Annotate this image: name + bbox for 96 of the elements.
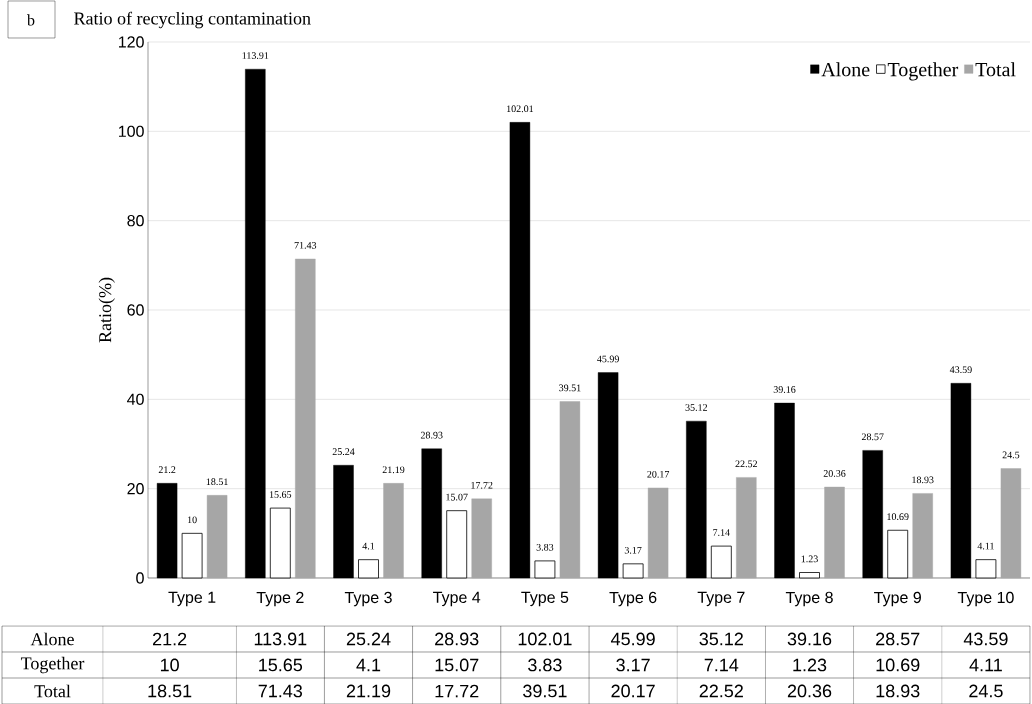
data-label: 4.11 <box>969 658 1002 672</box>
data-label: 39.16 <box>787 632 832 646</box>
data-label: 24.5 <box>969 684 1003 698</box>
bar <box>824 486 845 579</box>
bar <box>736 477 757 579</box>
y-tick-label: 0 <box>136 572 144 584</box>
x-tick-label: Type 1 <box>168 591 216 607</box>
text: 3.83 <box>536 543 554 551</box>
data-label: 18.51 <box>148 684 192 698</box>
y-tick-label: 40 <box>127 393 144 405</box>
text: 3.17 <box>624 546 642 554</box>
bar <box>206 495 228 579</box>
data-label: 18.93 <box>876 684 920 698</box>
bar <box>295 258 316 579</box>
data-label: 17.72 <box>435 684 479 698</box>
y-axis-title: Ratio(%) <box>98 277 115 343</box>
data-label: 1.23 <box>793 658 827 672</box>
data-label: 113.91 <box>254 632 307 646</box>
text: 21.19 <box>382 466 405 474</box>
data-label: 22.52 <box>699 684 743 698</box>
data-label: 15.65 <box>259 658 303 672</box>
text: 21.2 <box>158 466 176 474</box>
text: 28.57 <box>861 433 884 441</box>
data-label: 3.83 <box>528 658 562 672</box>
x-tick-label: Type 10 <box>957 591 1014 607</box>
y-tick-label: 20 <box>127 483 144 495</box>
data-label: 21.2 <box>153 632 187 646</box>
data-label: 25.24 <box>346 632 391 646</box>
data-label: 21.19 <box>346 684 391 698</box>
data-label: 28.93 <box>435 632 479 646</box>
legend-label: Together <box>887 62 959 81</box>
text: 17.72 <box>471 481 493 489</box>
text: 10.69 <box>887 513 909 521</box>
text: 10 <box>187 516 197 524</box>
text: 24.5 <box>1002 451 1020 459</box>
text: 35.12 <box>685 404 708 411</box>
data-label: 20.17 <box>611 684 655 698</box>
text: 20.17 <box>647 470 670 478</box>
data-label: 45.99 <box>611 632 655 646</box>
text: 18.51 <box>206 478 228 486</box>
x-tick-label: Type 6 <box>609 591 657 607</box>
text: 15.07 <box>446 493 468 501</box>
text: 45.99 <box>597 355 619 363</box>
bar <box>559 401 581 579</box>
text: 4.1 <box>362 542 375 550</box>
text: 39.51 <box>559 384 581 392</box>
text: 39.16 <box>773 386 796 393</box>
bar <box>471 498 492 579</box>
text: Alone <box>30 632 74 646</box>
data-label: 4.1 <box>356 658 381 672</box>
data-label: 71.43 <box>258 684 303 698</box>
x-tick-label: Type 9 <box>874 591 921 607</box>
x-tick-label: Type 2 <box>256 591 304 607</box>
text: b <box>27 14 35 26</box>
x-tick-label: Type 3 <box>344 591 392 607</box>
text: 113.91 <box>242 52 269 59</box>
data-label: 43.59 <box>963 632 1008 646</box>
text: 71.43 <box>294 241 317 249</box>
bar <box>383 483 404 579</box>
bar <box>647 487 669 579</box>
text: 25.24 <box>332 448 355 456</box>
data-label: 28.57 <box>876 632 920 646</box>
y-tick-label: 120 <box>119 36 144 48</box>
text: 15.65 <box>269 491 292 498</box>
data-label: 102.01 <box>518 632 572 646</box>
data-label: 39.51 <box>523 684 567 698</box>
legend-label: Total <box>975 62 1016 77</box>
x-tick-label: Type 5 <box>521 591 569 607</box>
data-label: 20.36 <box>787 684 832 698</box>
chart-title: Ratio of recycling contamination <box>74 11 311 29</box>
data-label: 3.17 <box>616 658 650 672</box>
text: 43.59 <box>949 366 972 374</box>
bar <box>912 493 933 579</box>
text: Total <box>34 684 71 698</box>
text: 1.23 <box>801 555 818 563</box>
y-tick-label: 80 <box>127 215 144 227</box>
y-tick-label: 60 <box>127 304 144 316</box>
data-label: 35.12 <box>699 632 743 646</box>
y-tick-label: 100 <box>119 125 144 137</box>
text: Together <box>20 656 85 674</box>
x-tick-label: Type 8 <box>785 591 833 607</box>
data-label: 15.07 <box>435 658 479 672</box>
x-tick-label: Type 7 <box>697 591 745 607</box>
text: 18.93 <box>912 476 934 484</box>
data-label: 7.14 <box>704 658 739 672</box>
legend-label: Alone <box>821 62 870 77</box>
data-label: 10.69 <box>876 658 920 672</box>
x-tick-label: Type 4 <box>433 591 481 607</box>
text: 22.52 <box>735 460 758 468</box>
data-label: 10 <box>160 658 179 672</box>
text: 102.01 <box>507 105 534 113</box>
text: 28.93 <box>420 431 443 439</box>
bar <box>1000 468 1022 579</box>
text: 7.14 <box>713 529 730 536</box>
text: 4.11 <box>977 542 994 550</box>
text: 20.36 <box>823 470 846 477</box>
